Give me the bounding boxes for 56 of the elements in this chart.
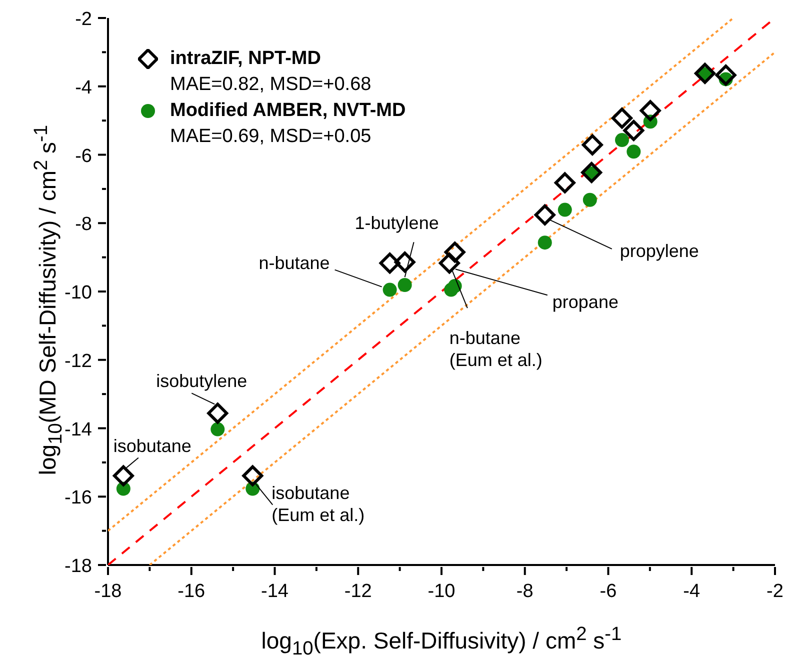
point [242, 465, 264, 486]
x-tick-label: -18 [94, 581, 122, 602]
point [398, 278, 412, 292]
point [581, 162, 602, 184]
point [394, 252, 416, 273]
y-tick-label: -16 [64, 488, 92, 509]
point [112, 465, 134, 486]
y-tick-label: -6 [75, 146, 92, 167]
annotation: MAE=0.69, MSD=+0.05 [170, 125, 372, 149]
x-tick-label: -6 [600, 581, 617, 602]
point [640, 100, 661, 122]
point [694, 62, 716, 84]
x-tick-label: -14 [261, 581, 289, 602]
legend-label: Modified AMBER, NVT-MD [170, 99, 406, 123]
y-tick-label: -10 [64, 282, 92, 304]
annotation: MAE=0.82, MSD=+0.68 [170, 73, 372, 97]
point [612, 108, 633, 129]
annotation: isobutane (Eum et al.) [272, 482, 365, 525]
point [582, 134, 603, 156]
annotation: 1-butylene [354, 213, 439, 234]
point [615, 133, 630, 148]
point [626, 144, 641, 159]
point [444, 242, 466, 263]
point [534, 204, 556, 226]
legend-label: intraZIF, NPT-MD [170, 47, 321, 71]
x-tick-label: -2 [766, 581, 784, 602]
point [438, 252, 460, 274]
point [448, 279, 462, 294]
annotation: n-butane [258, 252, 330, 273]
x-tick-label: -4 [683, 581, 700, 602]
y-tick-label: -12 [64, 350, 92, 372]
point [210, 422, 225, 436]
x-tick-label: -10 [428, 581, 456, 602]
y-tick-label: -8 [75, 214, 92, 236]
y-tick-label: -14 [64, 419, 92, 440]
point [379, 252, 400, 274]
annotation: isobutane [113, 436, 192, 456]
x-tick-label: -12 [344, 581, 372, 602]
point [554, 172, 576, 194]
point [582, 192, 597, 207]
point [623, 120, 644, 141]
x-tick-label: -16 [178, 581, 206, 602]
y-tick-label: -2 [75, 9, 92, 30]
annotation: propylene [620, 240, 699, 261]
y-tick-label: -4 [75, 77, 92, 98]
point [538, 236, 552, 250]
point [382, 282, 397, 297]
annotation: propane [552, 292, 618, 312]
annotation: isobutylene [156, 371, 248, 392]
x-tick-label: -8 [516, 581, 534, 602]
point [207, 402, 228, 424]
point [558, 202, 572, 217]
point [715, 64, 736, 86]
y-tick-label: -18 [64, 556, 92, 577]
annotation: n-butane (Eum et al.) [449, 328, 542, 370]
x-axis-title: log$_{10}$(Exp. Self-Diffusivity) / cm$^{2}$ s$^{-1}$ [260, 624, 623, 660]
